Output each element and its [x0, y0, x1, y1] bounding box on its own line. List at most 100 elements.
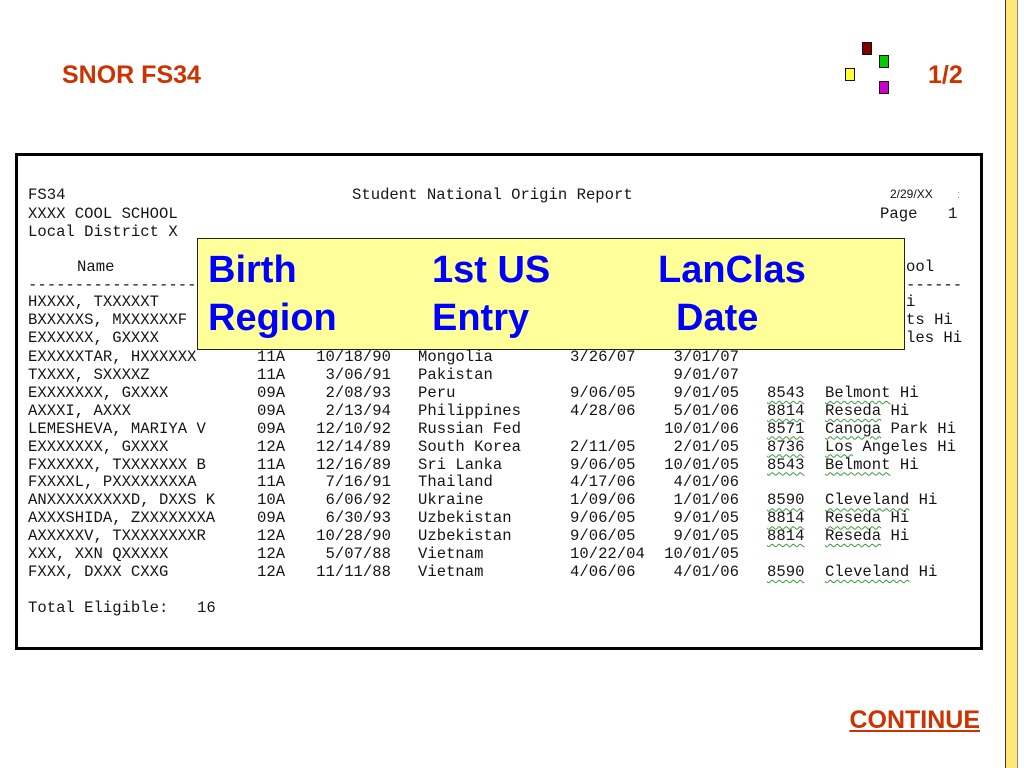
row-grade: 11A [257, 473, 286, 492]
row-lanclas-date: 9/01/05 [673, 383, 739, 402]
decor-square-magenta [879, 81, 889, 94]
spellcheck-flagged-word: Cleveland [825, 491, 910, 510]
spellcheck-flagged-word: Reseda [825, 401, 882, 420]
header-rule-left: ------------------ [28, 276, 197, 294]
page-label: Page [880, 205, 918, 223]
form-id: FS34 [28, 186, 66, 204]
table-row: AXXXXXV, TXXXXXXXXR 12A 10/28/90 Uzbekistan… [0, 527, 1000, 545]
row-school-code: 8814 [767, 401, 805, 420]
row-name: EXXXXXXX, GXXXX [28, 383, 169, 402]
row-birth-region: Philippines [418, 401, 521, 420]
row-lanclas-date: 10/01/05 [664, 545, 739, 564]
row-first-us-entry: 4/28/06 [570, 401, 636, 420]
row-school-name: Cleveland Hi [825, 491, 938, 510]
partial-row-tail: i [906, 293, 916, 311]
slide-title: SNOR FS34 [62, 61, 201, 89]
row-first-us-entry: 9/06/05 [570, 509, 636, 528]
table-row-partial: BXXXXXS, MXXXXXXF ts Hi [0, 311, 1000, 329]
row-school-name: Belmont Hi [825, 455, 919, 474]
header-rule: ------------------ ------ [0, 276, 1000, 294]
row-name: BXXXXXS, MXXXXXXF [28, 311, 188, 329]
spellcheck-flagged-word: Reseda [825, 527, 882, 546]
column-legend-callout: Birth Region 1st US Entry LanClas Date [197, 238, 905, 350]
row-school-code: 8736 [767, 437, 805, 456]
partial-row-tail: les Hi [906, 329, 963, 347]
row-birth-region: Ukraine [418, 491, 484, 510]
row-lanclas-date: 5/01/06 [673, 401, 739, 420]
total-eligible-value: 16 [197, 599, 216, 617]
district-name: Local District X [28, 223, 178, 241]
spellcheck-flagged-word: Belmont [825, 383, 891, 402]
row-name: AXXXSHIDA, ZXXXXXXXA [28, 509, 216, 528]
row-first-us-entry: 10/22/04 [570, 545, 645, 564]
page-number: 1 [948, 205, 958, 223]
continue-link[interactable]: CONTINUE [849, 706, 980, 734]
table-row: ANXXXXXXXXXD, DXXS K 10A 6/06/92 Ukraine 1/0… [0, 491, 1000, 509]
spellcheck-flagged-word: Canoga [825, 419, 882, 438]
row-birth-region: Mongolia [418, 348, 493, 366]
callout-region-label: Region [208, 297, 337, 339]
row-birth-date: 3/06/91 [325, 365, 391, 384]
row-grade: 09A [257, 383, 286, 402]
row-birth-date: 7/16/91 [325, 473, 391, 492]
row-birth-date: 6/30/93 [325, 509, 391, 528]
row-school-code: 8814 [767, 509, 805, 528]
row-name: AXXXXXV, TXXXXXXXXR [28, 527, 206, 546]
row-birth-date: 5/07/88 [325, 545, 391, 564]
row-lanclas-date: 1/01/06 [673, 491, 739, 510]
table-row-partial: EXXXXXX, GXXXX les Hi [0, 329, 1000, 347]
row-lanclas-date: 2/01/05 [673, 437, 739, 456]
row-name: LEMESHEVA, MARIYA V [28, 419, 206, 438]
row-birth-date: 10/28/90 [316, 527, 391, 546]
row-grade: 11A [257, 455, 286, 474]
row-birth-date: 10/18/90 [316, 348, 391, 366]
page-indicator: 1/2 [928, 61, 963, 89]
row-birth-region: Thailand [418, 473, 493, 492]
report-district-line: Local District X [0, 223, 1000, 241]
row-school-name: Canoga Park Hi [825, 419, 957, 438]
row-school-code: 8814 [767, 527, 805, 546]
table-row: FXXXXXX, TXXXXXXX B 11A 12/16/89 Sri Lanka 9… [0, 456, 1000, 474]
row-grade: 10A [257, 491, 286, 510]
row-birth-date: 12/14/89 [316, 437, 391, 456]
row-name: ANXXXXXXXXXD, DXXS K [28, 491, 216, 510]
row-grade: 11A [257, 348, 286, 366]
row-birth-region: Uzbekistan [418, 527, 512, 546]
row-name: TXXXX, SXXXXZ [28, 365, 150, 384]
row-first-us-entry: 2/11/05 [570, 437, 636, 456]
partial-row-tail: ts Hi [906, 311, 953, 329]
row-school-name: Reseda Hi [825, 509, 910, 528]
row-school-name: Reseda Hi [825, 527, 910, 546]
row-grade: 12A [257, 437, 286, 456]
school-name: XXXX COOL SCHOOL [28, 205, 178, 223]
table-row: AXXXI, AXXX 09A 2/13/94 Philippines 4/28/06 5… [0, 402, 1000, 420]
row-birth-region: South Korea [418, 437, 521, 456]
report-header-line: FS34 Student National Origin Report [0, 186, 1000, 204]
decor-square-green [879, 55, 889, 68]
row-name: FXXX, DXXX CXXG [28, 563, 169, 581]
row-lanclas-date: 4/01/06 [673, 563, 739, 581]
table-row: AXXXSHIDA, ZXXXXXXXA 09A 6/30/93 Uzbekistan… [0, 509, 1000, 527]
row-name: FXXXXXX, TXXXXXXX B [28, 455, 206, 474]
row-name: HXXXX, TXXXXXT [28, 293, 160, 311]
table-row: TXXXX, SXXXXZ 11A 3/06/91 Pakistan 9/01/07 [0, 366, 1000, 384]
row-school-name: Cleveland Hi [825, 563, 938, 581]
row-school-name: Belmont Hi [825, 383, 919, 402]
row-birth-region: Pakistan [418, 365, 493, 384]
row-birth-region: Vietnam [418, 545, 484, 564]
row-grade: 09A [257, 509, 286, 528]
table-row: EXXXXXXX, GXXXX 09A 2/08/93 Peru 9/06/05 9/01… [0, 384, 1000, 402]
row-grade: 12A [257, 527, 286, 546]
callout-first-us-label: 1st US [432, 249, 551, 291]
spellcheck-flagged-word: Reseda [825, 509, 882, 528]
total-eligible-line: Total Eligible: 16 [0, 599, 1000, 617]
column-header-row: Name ool [0, 258, 1000, 276]
table-row: XXX, XXN QXXXXX 12A 5/07/88 Vietnam 10/22/04… [0, 545, 1000, 563]
table-row: EXXXXXXX, GXXXX 12A 12/14/89 South Korea 2/1… [0, 438, 1000, 456]
row-grade: 12A [257, 563, 286, 581]
report-screenshot-frame [15, 153, 983, 650]
row-lanclas-date: 10/01/05 [664, 455, 739, 474]
row-lanclas-date: 9/01/05 [673, 509, 739, 528]
callout-entry-label: Entry [432, 297, 530, 339]
row-first-us-entry: 3/26/07 [570, 348, 636, 366]
